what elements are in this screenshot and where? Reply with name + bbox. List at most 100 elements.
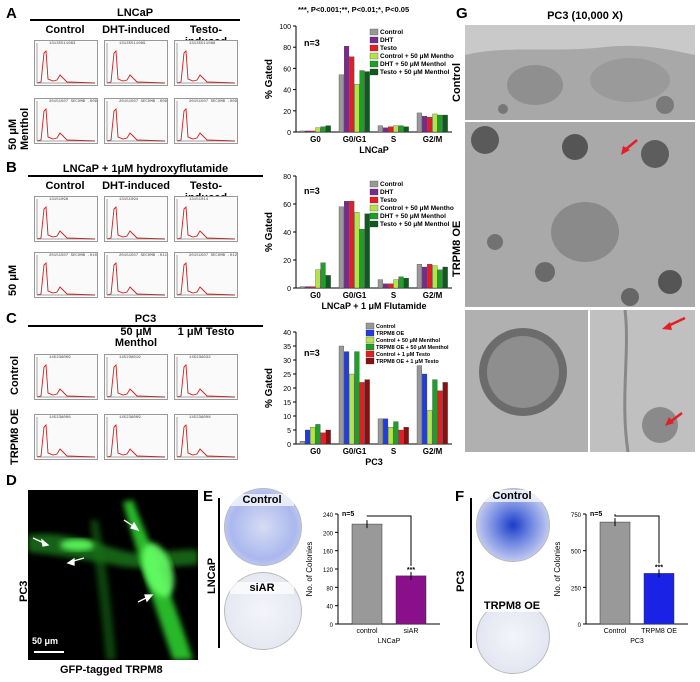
legend-swatch (365, 343, 375, 351)
bar (388, 427, 394, 445)
significance-note: ***, P<0.001;**, P<0.01;*, P<0.05 (298, 5, 409, 14)
tem-detail-image-1 (465, 310, 588, 452)
legend-swatch (369, 28, 379, 36)
histogram-curve (176, 357, 236, 398)
bar (398, 276, 404, 289)
bar (310, 427, 316, 445)
legend-swatch (369, 220, 379, 228)
y-tick-label: 15 (283, 400, 291, 407)
panel-b-col-dht: DHT-induced (102, 180, 170, 192)
significance-mark: *** (407, 567, 415, 574)
legend-swatch (369, 36, 379, 44)
panel-d-caption: GFP-tagged TRPM8 (60, 664, 163, 676)
bar (344, 351, 350, 445)
panel-e-siar: siAR (230, 582, 294, 594)
y-tick-label: 0 (287, 442, 291, 449)
legend-label: Testo (380, 197, 397, 204)
histogram-curve (36, 199, 96, 240)
y-tick-label: 250 (571, 586, 582, 592)
histogram-curve (36, 417, 96, 458)
bar (310, 130, 316, 133)
bar (388, 126, 394, 133)
y-tick-label: 0 (287, 286, 291, 293)
bar (416, 112, 422, 133)
legend-swatch (365, 350, 375, 358)
bar (315, 424, 321, 445)
bar (351, 523, 383, 625)
bar (320, 126, 326, 133)
bar (320, 432, 326, 445)
bar (364, 71, 370, 133)
chart-e-svg: 0 40 80 120 160 200 240 No. of Colonies control s… (305, 511, 440, 645)
y-axis-label: % Gated (264, 59, 275, 99)
histogram-curve (176, 101, 236, 142)
bar (416, 264, 422, 289)
y-tick-label: 0 (287, 130, 291, 137)
y-tick-label: 40 (283, 230, 291, 237)
panel-c-col-testo: 1 μM Testo (177, 326, 235, 338)
y-tick-label: 60 (283, 66, 291, 73)
histogram: 13151014 (174, 196, 238, 242)
bar (427, 264, 433, 289)
bar (338, 74, 344, 133)
bar (359, 229, 365, 289)
n-label: n=3 (304, 38, 320, 48)
histogram-curve (176, 199, 236, 240)
x-tick-label: Control (604, 628, 627, 635)
histogram-curve (106, 357, 166, 398)
y-axis-label: % Gated (264, 212, 275, 252)
y-tick-label: 0 (330, 623, 334, 629)
bar (377, 418, 383, 445)
bar (403, 278, 409, 289)
panel-e-side: LNCaP (206, 557, 218, 594)
x-tick-label: G0 (310, 447, 321, 456)
legend-label: Control (380, 29, 403, 36)
panel-a-row-menthol: 50 μM Menthol (7, 107, 31, 150)
histogram-curve (36, 255, 96, 296)
x-tick-label: S (391, 135, 397, 144)
panel-label-f: F (455, 488, 465, 505)
panel-c-title: PC3 (28, 313, 263, 327)
bar (305, 130, 311, 133)
bar (354, 351, 360, 445)
x-axis-label: PC3 (365, 457, 383, 466)
histogram-curve (176, 43, 236, 84)
legend-swatch (365, 329, 375, 337)
y-tick-label: 10 (283, 414, 291, 421)
bar (432, 113, 438, 133)
panel-label-a: A (6, 5, 17, 22)
panel-c-row-control: Control (9, 355, 21, 395)
y-tick-label: 20 (283, 109, 291, 116)
chart-c: 0 5 10 15 20 25 30 35 40 % Gated G0 G0/G1 S G2/M PC3 n=… (262, 316, 454, 467)
legend-swatch (369, 212, 379, 220)
bar (422, 266, 428, 289)
y-tick-label: 750 (571, 513, 582, 519)
legend-label: Control + 50 μM Menthol (380, 53, 454, 60)
panel-a-title: LNCaP (30, 7, 240, 21)
bar (310, 286, 316, 289)
chart-a-svg: 0 20 40 60 80 100 % Gated G0 G0/G1 S G2/M LNCaP n=3 *… (264, 5, 456, 155)
legend-label: DHT (380, 189, 393, 196)
bar (395, 575, 427, 625)
histogram: 20151507 SECOMB .012 (174, 252, 238, 298)
bar (393, 421, 399, 445)
bar (299, 441, 305, 445)
panel-label-e: E (203, 488, 214, 505)
bar (338, 345, 344, 445)
x-axis-label: LNCaP (378, 638, 401, 645)
panel-c-col-menthol: 50 μM Menthol (114, 326, 158, 349)
panel-c-row-trpm8: TRPM8 OE (9, 408, 21, 465)
significance-bracket (614, 514, 660, 564)
y-tick-label: 160 (323, 550, 334, 556)
y-tick-label: 0 (578, 623, 582, 629)
n-label: n=5 (590, 511, 602, 518)
bar (305, 286, 311, 289)
x-tick-label: G0 (310, 135, 321, 144)
x-tick-label: G0/G1 (343, 135, 367, 144)
histogram: 20151507 SECOMB .010 (34, 252, 98, 298)
panel-f-control: Control (478, 490, 546, 502)
y-tick-label: 40 (283, 330, 291, 337)
bar (338, 206, 344, 289)
histogram: 14523A069 (34, 354, 98, 400)
